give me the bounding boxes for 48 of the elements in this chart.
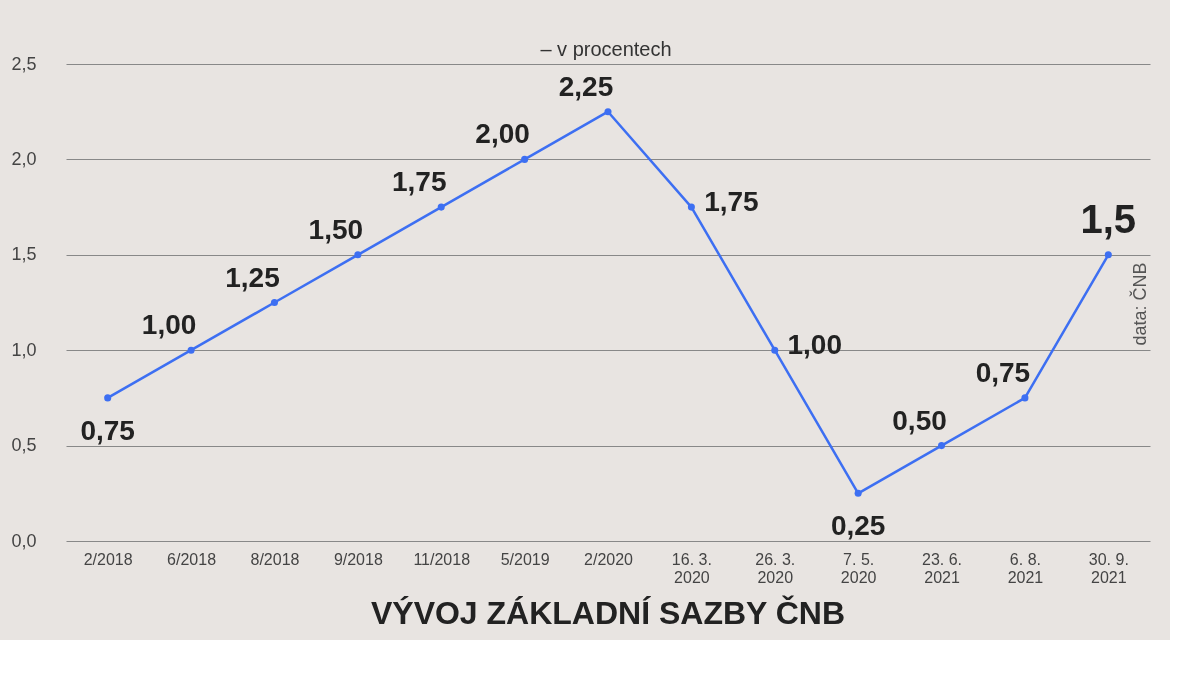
point [604,108,612,116]
point [854,489,862,497]
x-tick-label: 5/2019 [500,550,550,568]
text: VÝVOJ ZÁKLADNÍ SAZBY ČNB [370,595,846,631]
data-label: 1,00 [787,329,843,361]
y-tick-label: 1,5 [11,244,37,265]
x-tick-label: 23. 6. 2021 [922,550,963,586]
point [104,394,112,402]
y-tick-label: 0,0 [11,530,37,551]
data-label: 2,25 [558,70,614,102]
point [687,203,695,211]
point [938,442,946,450]
x-tick-label: 6/2018 [167,550,217,568]
point [270,298,278,307]
point [521,155,529,163]
data-label: 0,50 [892,404,947,436]
chart-subtitle: – v procentech [540,38,672,60]
point [1104,251,1112,259]
point [437,203,445,211]
x-tick-label: 8/2018 [250,550,300,568]
y-tick-label: 2,5 [11,53,37,74]
data-label: 1,75 [704,186,759,218]
x-tick-label: 26. 3. 2020 [755,550,796,586]
x-tick-label: 7. 5. 2020 [840,550,877,586]
data-label: 1,00 [141,309,197,341]
data-label: 0,25 [830,510,886,542]
point [771,346,779,354]
data-label: 0,75 [975,356,1031,388]
point [1021,394,1029,402]
data-label: 1,5 [1080,196,1137,241]
data-label: 2,00 [475,118,530,150]
data-label: 0,75 [80,414,135,446]
point [354,251,362,259]
y-tick-label: 1,0 [11,339,37,360]
x-tick-label: 2/2020 [584,550,634,568]
x-tick-label: 30. 9. 2021 [1088,550,1129,586]
y-tick-label: 0,5 [11,435,37,456]
x-tick-label: 6. 8. 2021 [1007,550,1044,586]
data-label: 1,50 [308,213,364,245]
data-label: 1,75 [391,166,447,198]
y-tick-label: 2,0 [11,148,37,169]
annotation: data: ČNB [1129,262,1150,346]
x-tick-label: 9/2018 [333,550,383,568]
point [187,346,195,354]
x-tick-label: 16. 3. 2020 [671,550,712,586]
x-tick-label: 11/2018 [413,550,471,568]
data-label: 1,25 [225,261,280,293]
x-tick-label: 2/2018 [83,550,133,568]
